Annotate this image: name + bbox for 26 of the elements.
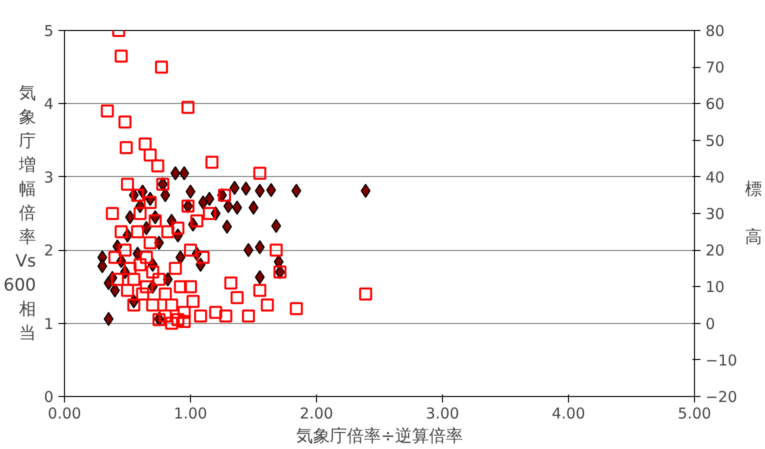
y-tick-label: 4 (44, 95, 54, 114)
y2-tick-label: 40 (706, 168, 725, 186)
y2-tick-label: −20 (706, 388, 738, 406)
y2-tick-label: 30 (706, 205, 725, 223)
x-axis-title: 気象庁倍率÷逆算倍率 (296, 426, 464, 446)
x-tick-label: 5.00 (678, 404, 712, 422)
x-tick-label: 4.00 (552, 404, 586, 422)
y-tick-label: 2 (44, 242, 54, 260)
y-tick-label: 1 (44, 314, 54, 333)
y2-tick-label: 0 (706, 314, 716, 333)
y2-tick-label: 70 (706, 58, 725, 77)
text: 気象庁増幅倍率 Vs600相当 (4, 84, 36, 344)
y2-tick-label: 60 (706, 95, 725, 114)
text: 標高 (745, 180, 762, 248)
y-tick-label: 5 (44, 22, 54, 40)
y2-tick-label: 80 (706, 22, 725, 40)
y-tick-label: 0 (44, 388, 54, 406)
y2-tick-label: 10 (706, 278, 725, 296)
y2-tick-label: 20 (706, 242, 725, 260)
x-tick-label: 1.00 (174, 404, 208, 422)
y2-tick-label: 50 (706, 132, 725, 150)
y2-tick-label: −10 (706, 351, 738, 370)
x-tick-label: 2.00 (300, 404, 334, 422)
x-tick-label: 3.00 (426, 404, 460, 422)
x-tick-label: 0.00 (48, 404, 82, 422)
y-tick-label: 3 (44, 168, 54, 186)
